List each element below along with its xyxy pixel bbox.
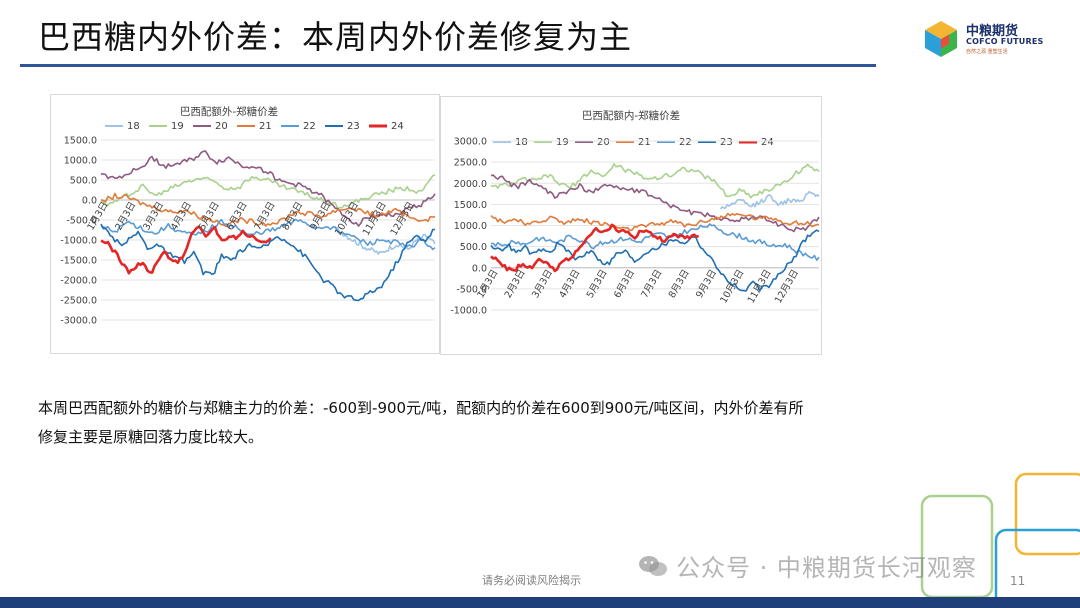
risk-disclaimer: 请务必阅读风险揭示	[482, 574, 581, 587]
watermark-text: 公众号 · 中粮期货长河观察	[676, 554, 977, 582]
legend-label-23: 23	[720, 137, 733, 148]
x-tick-label: 5月3日	[197, 200, 222, 232]
y-tick-label: 2000.0	[454, 179, 487, 190]
x-tick-label: 8月3日	[667, 268, 692, 300]
series-line-22	[100, 218, 436, 251]
series-line-23	[490, 229, 820, 292]
company-logo: 中粮期货 COFCO FUTURES 自然之源 重塑生活	[920, 18, 1060, 62]
x-tick-label: 2月3日	[503, 268, 528, 300]
series-line-21	[490, 212, 820, 232]
series-line-22	[490, 223, 820, 261]
title-rule	[20, 64, 876, 67]
x-tick-label: 7月3日	[639, 268, 664, 300]
x-tick-label: 4月3日	[169, 200, 194, 232]
x-tick-label: 8月3日	[280, 200, 305, 232]
legend-label-22: 22	[303, 121, 316, 132]
chart-inquota-spread: 巴西配额内-郑糖价差 18 19 20 21 22 23 24 3000.0 2500.0 2000…	[440, 96, 822, 355]
page-number: 11	[1010, 574, 1026, 588]
logo-tagline: 自然之源 重塑生活	[966, 49, 1008, 55]
y-tick-label: 500.0	[70, 176, 97, 187]
y-tick-label: 3000.0	[454, 137, 487, 148]
series-line-23	[100, 223, 436, 302]
chart-title: 巴西配额外-郑糖价差	[180, 105, 278, 118]
legend-label-24: 24	[761, 137, 774, 148]
footer-bar	[0, 597, 1080, 608]
chart-svg-0: 巴西配额外-郑糖价差 18 19 20 21 22 23 24 1500.0 1000.0 500.…	[60, 105, 436, 327]
y-tick-label: 1500.0	[64, 136, 97, 147]
series-line-19	[490, 163, 820, 199]
y-tick-label: 2500.0	[454, 158, 487, 169]
y-tick-label: -2500.0	[60, 296, 97, 307]
legend-label-19: 19	[556, 137, 569, 148]
logo-cube-icon	[925, 21, 957, 57]
summary-paragraph: 本周巴西配额外的糖价与郑糖主力的价差：-600到-900元/吨，配额内的价差在6…	[38, 399, 804, 446]
y-tick-label: 1000.0	[64, 156, 97, 167]
legend-label-24: 24	[391, 121, 404, 132]
wechat-watermark: 公众号 · 中粮期货长河观察	[639, 548, 977, 583]
legend-label-20: 20	[597, 137, 610, 148]
y-tick-label: 1500.0	[454, 200, 487, 211]
decorative-frame-lines	[920, 472, 1080, 597]
x-tick-label: 12月3日	[773, 268, 801, 306]
series-line-24	[100, 225, 272, 275]
x-tick-label: 9月3日	[694, 268, 719, 300]
chart-offquota-spread: 巴西配额外-郑糖价差 18 19 20 21 22 23 24 1500.0 1000.0 500.…	[50, 94, 440, 354]
slide-title: 巴西糖内外价差：本周内外价差修复为主	[38, 18, 633, 56]
series-line-18	[719, 190, 820, 210]
logo-text-cn: 中粮期货	[966, 24, 1019, 39]
x-tick-label: 11月3日	[361, 200, 389, 238]
x-tick-label: 3月3日	[530, 268, 555, 300]
y-tick-label: -1000.0	[450, 306, 487, 317]
legend-label-21: 21	[259, 121, 272, 132]
chart-title: 巴西配额内-郑糖价差	[582, 109, 680, 122]
chart-svg-1: 巴西配额内-郑糖价差 18 19 20 21 22 23 24 3000.0 2500.0 2000…	[450, 109, 820, 317]
legend-label-20: 20	[215, 121, 228, 132]
series-line-18	[334, 226, 436, 255]
y-tick-label: -3000.0	[60, 316, 97, 327]
series-line-21	[100, 192, 436, 228]
x-tick-label: 5月3日	[585, 268, 610, 300]
y-tick-label: -2000.0	[60, 276, 97, 287]
x-tick-label: 10月3日	[718, 268, 746, 306]
y-tick-label: 1000.0	[454, 221, 487, 232]
x-tick-label: 2月3日	[113, 200, 138, 232]
wechat-icon	[639, 556, 667, 576]
y-tick-label: -1000.0	[60, 236, 97, 247]
x-tick-label: 4月3日	[557, 268, 582, 300]
y-tick-label: 0.0	[82, 196, 97, 207]
legend-label-23: 23	[347, 121, 360, 132]
x-tick-label: 6月3日	[612, 268, 637, 300]
logo-text-en: COFCO FUTURES	[966, 37, 1044, 46]
series-line-24	[490, 223, 700, 273]
legend-label-18: 18	[127, 121, 140, 132]
x-tick-label: 7月3日	[252, 200, 277, 232]
legend-label-22: 22	[679, 137, 692, 148]
y-tick-label: 500.0	[460, 242, 487, 253]
legend-label-21: 21	[638, 137, 651, 148]
y-tick-label: -1500.0	[60, 256, 97, 267]
y-tick-label: -500.0	[456, 284, 487, 295]
y-tick-label: -500.0	[66, 216, 97, 227]
legend-label-19: 19	[171, 121, 184, 132]
legend-label-18: 18	[515, 137, 528, 148]
y-tick-label: 0.0	[472, 263, 487, 274]
series-line-19	[100, 174, 436, 209]
